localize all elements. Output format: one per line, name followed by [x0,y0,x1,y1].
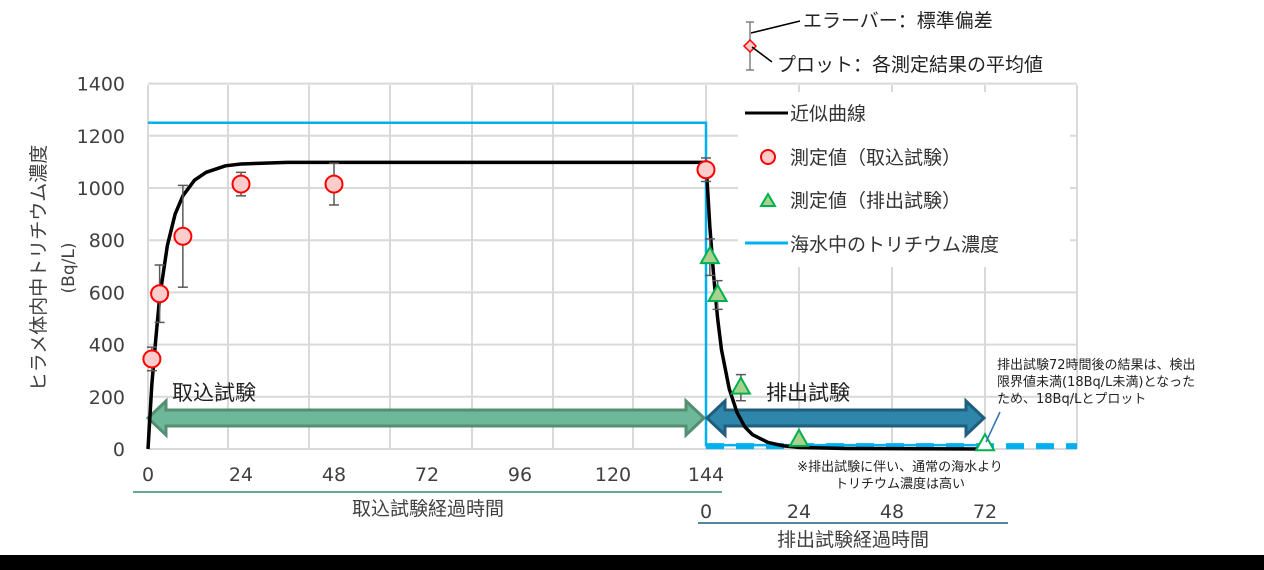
key-leader [750,20,801,34]
legend-triangle-icon [759,192,777,207]
detection-note-leader [985,411,1001,443]
intake-point [324,174,344,194]
detection-limit-note: ため、18Bq/Lとプロット [997,392,1146,407]
fit-curve-series [146,160,986,451]
excretion-arrow [704,397,987,439]
legend-label-intake: 測定値（取込試験） [790,147,961,169]
intake-point [150,284,170,304]
excretion-point [974,432,996,452]
x1-tick-label: 24 [229,464,253,486]
x1-tick-label: 0 [142,464,154,486]
y-tick-label: 0 [113,439,125,461]
x2-tick-label: 72 [973,501,997,523]
excretion-point [706,282,729,303]
fit-curve [146,160,986,451]
intake-point [142,349,162,369]
y-tick-label: 600 [89,282,125,304]
x1-tick-label: 72 [415,464,439,486]
detection-limit-note: 排出試験72時間後の結果は、検出 [997,357,1196,373]
key-plot-label: プロット：各測定結果の平均値 [777,54,1043,76]
y-tick-label: 200 [89,387,125,409]
intake-point [173,226,193,246]
detection-limit-note: 限界値未満(18Bq/L未満)となった [997,374,1195,390]
y-tick-label: 400 [89,335,125,357]
legend-label-excretion: 測定値（排出試験） [790,190,961,212]
x2-tick-label: 24 [787,501,811,523]
y-axis-title: ヒラメ体内中トリチウム濃度 [28,145,50,391]
x1-tick-label: 96 [508,464,532,486]
intake-point [231,174,251,194]
x-axes: 0 24 48 72 96 120 144 取込試験経過時間 0 24 48 72 排出試験経過時間 [133,464,1008,551]
annotations: 排出試験72時間後の結果は、検出限界値未満(18Bq/L未満)となったため、18… [797,357,1195,492]
y-tick-label: 1000 [77,178,125,200]
x1-tick-label: 120 [595,464,631,486]
phase-arrows: 取込試験 排出試験 [145,381,987,439]
x1-tick-label: 48 [322,464,346,486]
excretion-point [699,245,721,265]
x2-tick-label: 48 [880,501,904,523]
legend-bg [738,92,1070,267]
measurement-points [142,157,996,452]
excretion-point [730,375,752,395]
x2-axis-title: 排出試験経過時間 [777,529,929,551]
y-tick-label: 1200 [77,126,125,148]
y-axis-ticks: 0 200 400 600 800 1000 1200 1400 [77,74,125,461]
seawater-note: ※排出試験に伴い、通常の海水より [797,459,1003,475]
excretion-point [788,427,810,447]
seawater-note: トリチウム濃度は高い [835,476,965,492]
legend-label-curve: 近似曲線 [790,103,866,125]
y-tick-label: 1400 [77,74,125,96]
x1-axis-title: 取込試験経過時間 [352,498,504,520]
y-axis-unit: (Bq/L) [59,243,79,294]
x1-tick-label: 144 [688,464,724,486]
intake-point [696,160,716,180]
excretion-arrow-label: 排出試験 [766,381,850,405]
key-diamond-icon [742,38,758,54]
legend-circle-icon [760,149,776,165]
bottom-bar [0,555,1264,570]
x2-tick-label: 0 [700,501,712,523]
intake-arrow [145,397,707,439]
legend-label-seawater: 海水中のトリチウム濃度 [790,234,999,256]
key-errorbar-label: エラーバー：標準偏差 [803,10,993,32]
seawater-line [148,121,985,447]
seawater-series [148,121,1077,450]
key-leader [751,46,773,63]
y-tick-label: 800 [89,230,125,252]
intake-arrow-label: 取込試験 [172,381,256,405]
